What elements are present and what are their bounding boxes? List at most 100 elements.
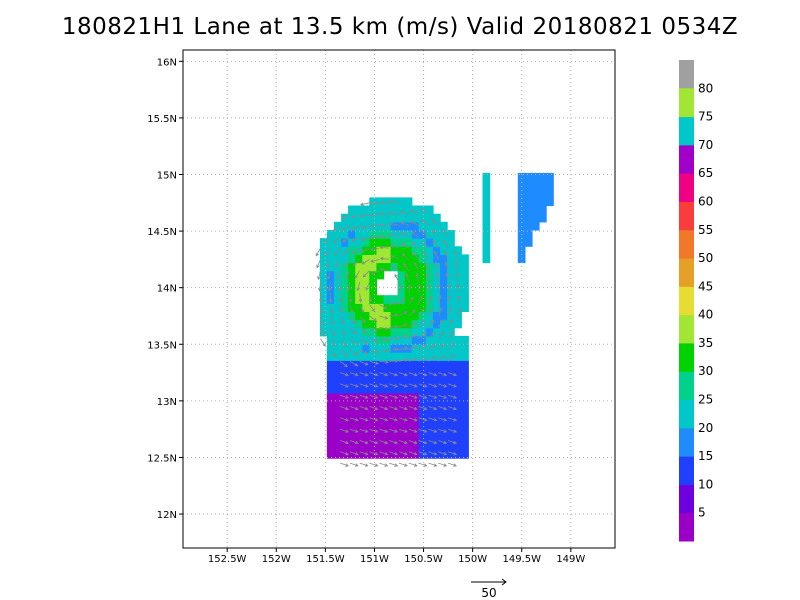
- wind-cell: [411, 441, 420, 451]
- wind-cell: [433, 384, 441, 394]
- wind-cell: [404, 450, 413, 459]
- wind-cell: [355, 392, 363, 402]
- wind-cell: [404, 433, 413, 443]
- wind-cell: [355, 384, 363, 394]
- wind-vector: [418, 332, 427, 339]
- wind-vector: [398, 394, 408, 399]
- wind-cell: [418, 295, 427, 304]
- wind-cell: [539, 213, 547, 223]
- wind-vector: [379, 315, 389, 320]
- wind-cell: [326, 352, 335, 361]
- wind-cell: [425, 287, 434, 296]
- wind-vector: [362, 270, 370, 278]
- wind-vector: [320, 315, 325, 326]
- wind-vector: [325, 259, 331, 269]
- wind-cell: [376, 254, 385, 264]
- wind-cell: [524, 238, 533, 247]
- wind-cell: [397, 417, 406, 427]
- wind-vector: [350, 213, 360, 219]
- wind-vector: [379, 348, 389, 353]
- wind-cell: [411, 213, 420, 223]
- wind-cell: [418, 376, 427, 386]
- wind-cell: [433, 303, 441, 312]
- wind-cell: [461, 425, 469, 435]
- wind-vector: [339, 360, 348, 368]
- wind-cell: [447, 368, 455, 378]
- wind-vector: [359, 462, 369, 467]
- wind-vector: [389, 336, 399, 340]
- wind-cell: [404, 409, 413, 418]
- wind-cell: [546, 189, 554, 198]
- wind-cell: [440, 246, 448, 255]
- wind-cell: [334, 287, 342, 296]
- wind-cell: [461, 441, 469, 451]
- colorbar-label: 20: [698, 421, 713, 435]
- wind-cell: [447, 433, 455, 443]
- wind-vector: [420, 208, 429, 215]
- wind-cell: [334, 295, 342, 304]
- wind-vector: [420, 219, 429, 226]
- wind-cell: [341, 311, 349, 321]
- wind-cell: [362, 262, 370, 272]
- wind-vector: [398, 346, 409, 351]
- wind-vector: [407, 283, 412, 294]
- wind-cell: [397, 295, 406, 304]
- wind-vector: [379, 360, 390, 364]
- wind-vector: [438, 406, 448, 411]
- wind-cell: [425, 205, 434, 215]
- wind-cell: [447, 344, 455, 353]
- wind-cell: [369, 197, 377, 207]
- wind-vector: [368, 293, 373, 303]
- wind-cell: [454, 246, 462, 255]
- wind-cell: [418, 433, 427, 443]
- wind-cell: [334, 311, 342, 321]
- wind-cell: [524, 230, 533, 239]
- wind-vector: [341, 213, 351, 219]
- colorbar-label: 25: [698, 393, 713, 407]
- wind-cell: [362, 384, 370, 394]
- wind-cell: [326, 368, 335, 378]
- colorbar-segment: [679, 484, 694, 514]
- wind-cell: [334, 221, 342, 231]
- wind-cell: [319, 238, 328, 247]
- wind-vector: [408, 406, 418, 411]
- wind-cell: [425, 303, 434, 312]
- wind-cell: [369, 205, 377, 215]
- wind-cell: [362, 254, 370, 264]
- wind-cell: [461, 278, 469, 288]
- wind-vector: [444, 261, 449, 271]
- wind-cell: [369, 368, 377, 378]
- wind-vector: [410, 231, 419, 238]
- wind-cell: [383, 205, 392, 215]
- wind-cell: [383, 221, 392, 231]
- wind-vector: [349, 451, 359, 456]
- wind-cell: [404, 368, 413, 378]
- wind-cell: [348, 384, 356, 394]
- wind-cell: [348, 262, 356, 272]
- wind-vector: [433, 250, 439, 260]
- wind-vector: [398, 358, 409, 362]
- wind-vector: [369, 417, 379, 422]
- colorbar-label: 60: [698, 195, 713, 209]
- wind-vector: [408, 372, 418, 377]
- wind-vector: [379, 234, 390, 239]
- wind-cell: [411, 409, 420, 418]
- wind-cell: [369, 262, 377, 272]
- wind-cell: [461, 433, 469, 443]
- wind-cell: [390, 311, 399, 321]
- wind-cell: [355, 205, 363, 215]
- wind-vector: [379, 256, 390, 261]
- wind-cell: [440, 425, 448, 435]
- wind-cell: [447, 311, 455, 321]
- wind-cell: [447, 295, 455, 304]
- wind-cell: [425, 376, 434, 386]
- wind-cell: [411, 417, 420, 427]
- wind-vector: [389, 406, 399, 411]
- wind-cell: [418, 417, 427, 427]
- wind-cell: [390, 368, 399, 378]
- wind-cell: [341, 254, 349, 264]
- wind-vector: [398, 462, 408, 467]
- wind-cell: [376, 319, 385, 329]
- wind-cell: [433, 327, 441, 337]
- wind-vector: [317, 270, 321, 281]
